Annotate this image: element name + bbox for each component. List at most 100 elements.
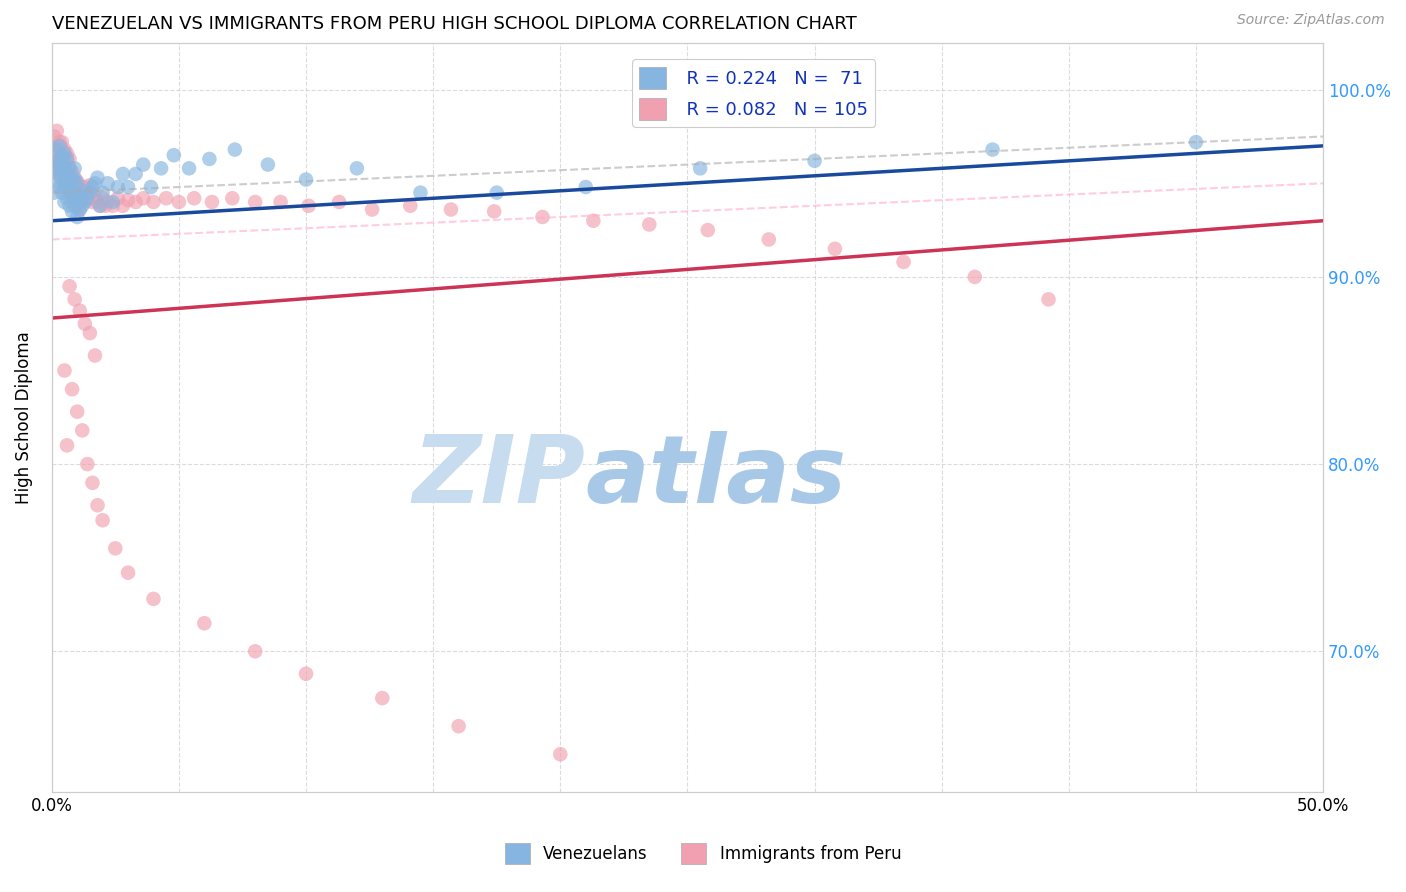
Point — [60, 382, 83, 396]
Point — [66, 405, 89, 419]
Point — [409, 186, 432, 200]
Point — [86, 498, 108, 512]
Point — [76, 457, 98, 471]
Point — [346, 161, 368, 176]
Point — [66, 193, 89, 207]
Point — [58, 152, 80, 166]
Point — [60, 172, 83, 186]
Point — [56, 153, 79, 168]
Point — [56, 191, 79, 205]
Point — [1038, 293, 1060, 307]
Point — [124, 167, 146, 181]
Point — [58, 186, 80, 200]
Point — [44, 186, 66, 200]
Point — [79, 326, 101, 340]
Point — [440, 202, 463, 217]
Point — [58, 199, 80, 213]
Point — [82, 194, 104, 209]
Point — [297, 199, 319, 213]
Point — [485, 186, 508, 200]
Point — [58, 279, 80, 293]
Point — [48, 135, 70, 149]
Point — [48, 161, 70, 176]
Point — [117, 180, 139, 194]
Point — [91, 186, 114, 200]
Point — [63, 170, 86, 185]
Point — [66, 210, 89, 224]
Point — [117, 566, 139, 580]
Point — [51, 172, 73, 186]
Point — [531, 210, 554, 224]
Point — [257, 157, 280, 171]
Point — [53, 157, 76, 171]
Point — [48, 139, 70, 153]
Point — [107, 191, 129, 205]
Point — [69, 187, 91, 202]
Point — [73, 194, 96, 209]
Point — [270, 194, 292, 209]
Point — [221, 191, 243, 205]
Point — [63, 182, 86, 196]
Point — [139, 180, 162, 194]
Point — [48, 180, 70, 194]
Point — [361, 202, 384, 217]
Point — [63, 186, 86, 200]
Point — [295, 666, 318, 681]
Point — [89, 199, 111, 213]
Point — [51, 153, 73, 168]
Point — [79, 186, 101, 200]
Point — [97, 176, 120, 190]
Text: ZIP: ZIP — [413, 431, 586, 524]
Point — [69, 303, 91, 318]
Point — [60, 165, 83, 179]
Point — [371, 691, 394, 706]
Point — [163, 148, 186, 162]
Point — [79, 191, 101, 205]
Legend: Venezuelans, Immigrants from Peru: Venezuelans, Immigrants from Peru — [498, 837, 908, 871]
Point — [51, 135, 73, 149]
Point — [56, 180, 79, 194]
Point — [53, 194, 76, 209]
Point — [53, 176, 76, 190]
Point — [44, 143, 66, 157]
Point — [45, 139, 67, 153]
Point — [101, 194, 124, 209]
Point — [45, 153, 67, 168]
Point — [107, 180, 129, 194]
Point — [63, 194, 86, 209]
Y-axis label: High School Diploma: High School Diploma — [15, 331, 32, 504]
Point — [58, 172, 80, 186]
Point — [45, 167, 67, 181]
Point — [48, 148, 70, 162]
Point — [142, 591, 165, 606]
Point — [53, 167, 76, 181]
Point — [72, 180, 94, 194]
Text: atlas: atlas — [586, 431, 846, 524]
Point — [60, 176, 83, 190]
Point — [53, 143, 76, 157]
Point — [243, 644, 266, 658]
Point — [45, 124, 67, 138]
Point — [198, 152, 221, 166]
Text: Source: ZipAtlas.com: Source: ZipAtlas.com — [1237, 13, 1385, 28]
Point — [48, 157, 70, 171]
Point — [45, 155, 67, 169]
Point — [893, 255, 915, 269]
Point — [45, 143, 67, 157]
Point — [193, 616, 215, 631]
Point — [51, 186, 73, 200]
Point — [63, 199, 86, 213]
Point — [58, 161, 80, 176]
Point — [689, 161, 711, 176]
Point — [60, 204, 83, 219]
Point — [82, 180, 104, 194]
Point — [582, 213, 605, 227]
Point — [48, 167, 70, 181]
Point — [56, 438, 79, 452]
Point — [97, 194, 120, 209]
Point — [56, 146, 79, 161]
Point — [76, 191, 98, 205]
Point — [482, 204, 505, 219]
Point — [447, 719, 470, 733]
Point — [60, 191, 83, 205]
